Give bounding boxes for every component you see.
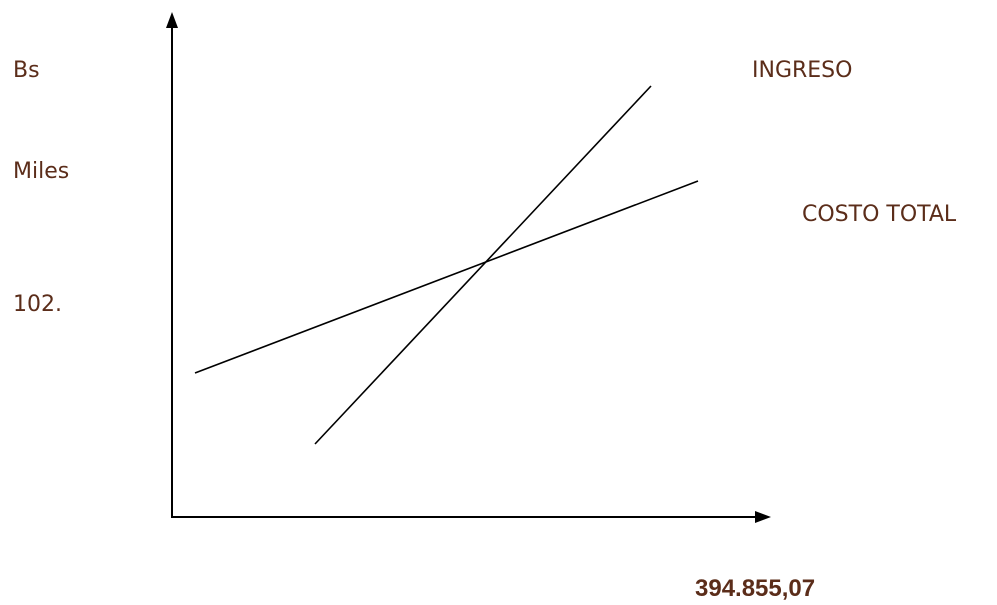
x-value-label: 394.855,07 (695, 575, 816, 602)
series-label-costo-total: COSTO TOTAL (802, 202, 957, 227)
series-label-ingreso: INGRESO (752, 58, 853, 83)
y-value-label: 102. (13, 292, 62, 317)
x-axis-arrow-icon (755, 511, 771, 523)
y-axis-arrow-icon (166, 12, 178, 28)
series-line-costo-total (194, 180, 699, 374)
y-axis-label-bs: Bs (13, 58, 40, 83)
series-line-ingreso (314, 85, 652, 445)
y-axis-label-miles: Miles (13, 159, 70, 184)
